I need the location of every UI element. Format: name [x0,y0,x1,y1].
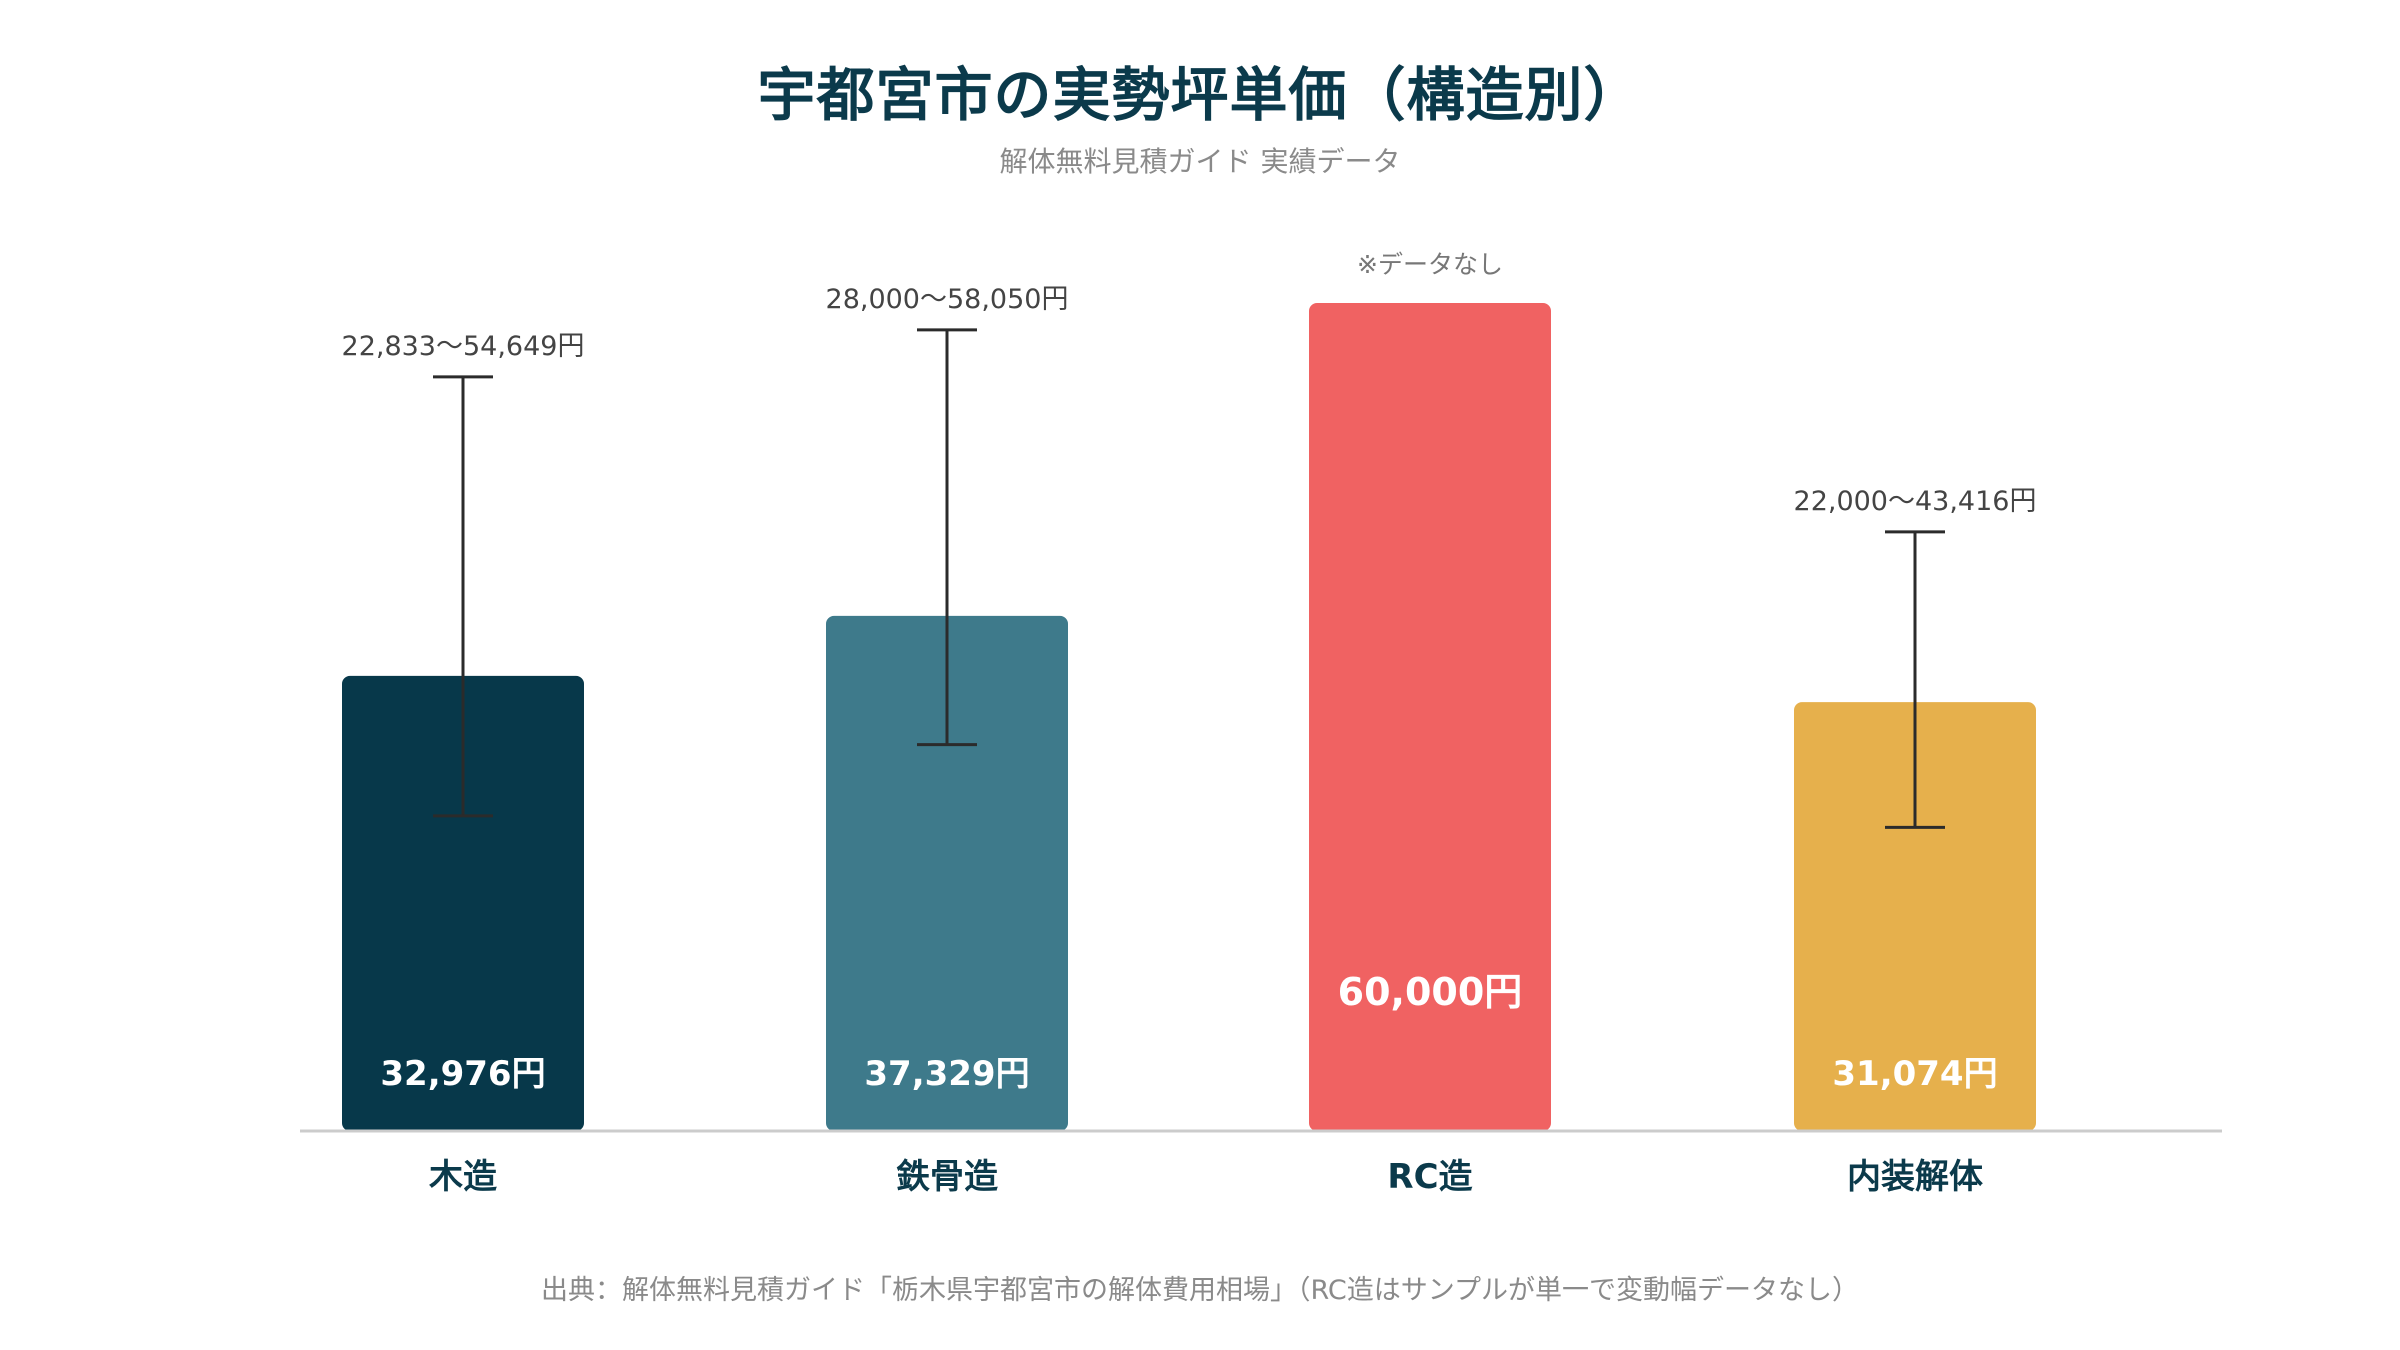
category-label: 木造 [428,1157,497,1197]
category-label: RC造 [1387,1157,1472,1197]
range-label: 22,000〜43,416円 [1794,486,2037,517]
no-data-note: ※データなし [1357,250,1503,279]
range-label: 22,833〜54,649円 [342,331,585,362]
category-label: 内装解体 [1847,1157,1983,1197]
bar [1794,702,2036,1131]
bar-value-label: 60,000円 [1338,970,1523,1014]
category-label: 鉄骨造 [896,1157,998,1197]
range-label: 28,000〜58,050円 [826,284,1069,315]
source-footnote: 出典：解体無料見積ガイド「栃木県宇都宮市の解体費用相場」（RC造はサンプルが単一… [541,1275,1859,1306]
bar-value-label: 37,329円 [864,1054,1029,1094]
bar [1309,303,1551,1131]
bar [342,675,584,1131]
bar-value-label: 31,074円 [1832,1054,1997,1094]
bar [826,615,1068,1131]
bar-value-label: 32,976円 [380,1054,545,1094]
chart-title: 宇都宮市の実勢坪単価（構造別） [757,61,1643,129]
chart-subtitle: 解体無料見積ガイド 実績データ [999,145,1401,178]
